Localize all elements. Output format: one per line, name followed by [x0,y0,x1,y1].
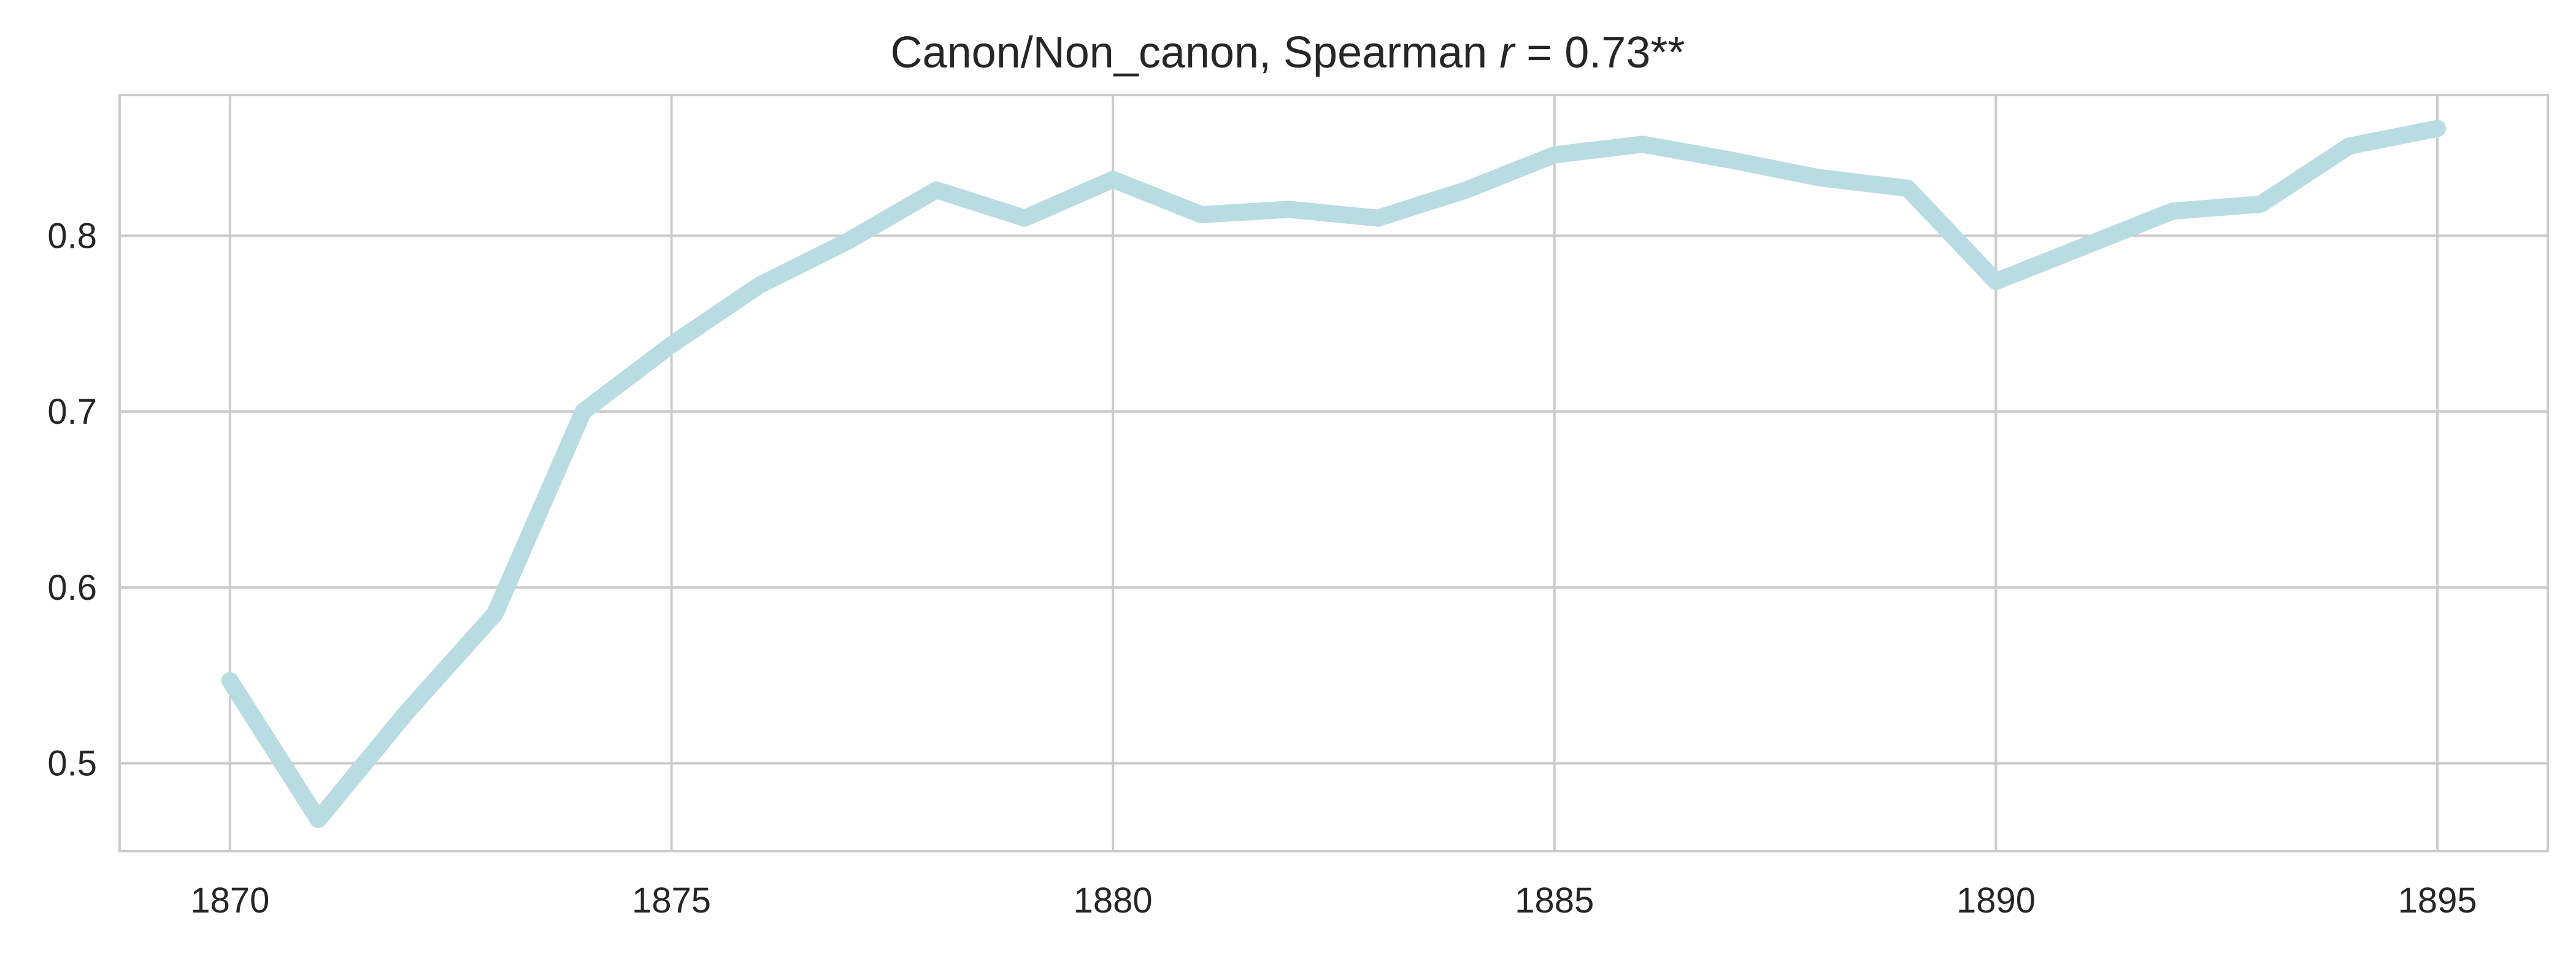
y-axis-tick-labels: 0.5 0.6 0.7 0.8 [47,216,97,783]
data-point-1894 [2349,146,2350,147]
chart-title: Canon/Non_canon, Spearman r = 0.73** [891,28,1685,77]
series-line-0 [221,120,2447,829]
x-tick-label: 1880 [1074,881,1153,920]
chart-title-symbol: r [1499,28,1516,77]
data-point-1895 [2437,128,2438,129]
grid-lines [120,95,2548,851]
chart-title-prefix: Canon/Non_canon, Spearman [891,28,1500,77]
x-tick-label: 1890 [1956,881,2036,920]
data-point-1891 [2084,246,2085,247]
y-tick-label: 0.7 [47,392,97,432]
chart-title-suffix: = 0.73** [1514,28,1685,77]
plot-frame [118,94,2549,852]
x-tick-label: 1885 [1515,881,1594,920]
data-point-1888 [1819,177,1820,178]
x-tick-label: 1870 [190,881,269,920]
y-tick-label: 0.5 [47,744,97,784]
y-tick-label: 0.8 [47,216,97,256]
series-layer [221,120,2447,829]
data-point-1881 [1201,214,1202,215]
data-point-1878 [936,189,937,190]
data-point-1892 [2172,211,2173,212]
x-tick-label: 1895 [2398,881,2477,920]
data-point-1870 [229,680,230,681]
x-tick-label: 1875 [632,881,711,920]
x-axis-tick-labels: 1870 1875 1880 1885 1890 1895 [190,881,2477,920]
y-tick-label: 0.6 [47,568,97,608]
data-point-1872 [406,712,407,713]
data-point-1886 [1642,144,1643,145]
data-point-1873 [494,613,495,614]
